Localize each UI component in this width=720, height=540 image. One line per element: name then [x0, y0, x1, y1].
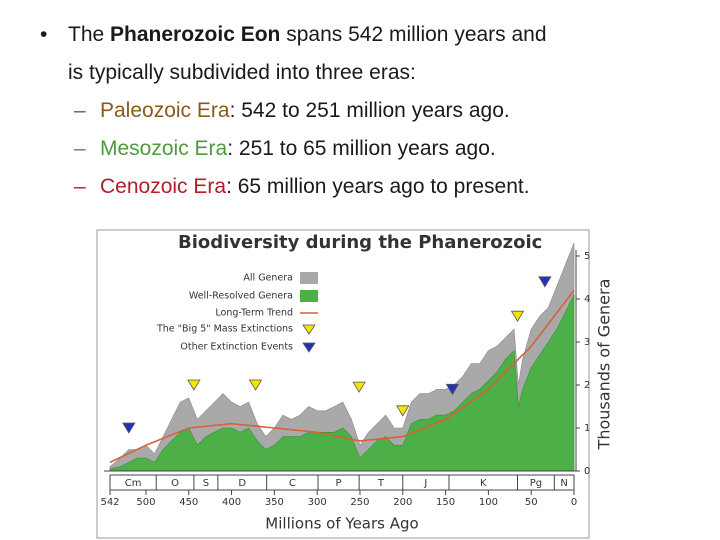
legend-label: Long-Term Trend: [215, 308, 293, 319]
legend-swatch: [302, 342, 316, 353]
y-tick-label: 2: [584, 380, 590, 391]
era-text: : 65 million years ago to present.: [226, 175, 530, 198]
era-marker: –: [74, 137, 86, 160]
text: is typically subdivided into three eras:: [68, 61, 416, 84]
y-tick-label: 1: [584, 423, 590, 434]
x-tick-label: 542: [100, 497, 119, 508]
period-label: T: [377, 478, 385, 489]
text: The: [68, 23, 111, 46]
x-axis-label: Millions of Years Ago: [265, 515, 418, 533]
era-name: Mesozoic Era: [100, 137, 228, 160]
text: spans 542 million years and: [280, 23, 547, 46]
legend-label: Well-Resolved Genera: [189, 291, 293, 302]
era-name: Paleozoic Era: [100, 99, 230, 122]
period-label: J: [423, 478, 427, 489]
era-text: : 542 to 251 million years ago.: [229, 99, 510, 122]
legend-swatch: [300, 290, 318, 302]
legend-label: All Genera: [243, 273, 293, 284]
extinction-marker: [122, 422, 136, 434]
extinction-marker: [445, 383, 460, 396]
extinction-marker: [187, 379, 201, 391]
legend-label: Other Extinction Events: [180, 342, 293, 353]
x-tick-label: 450: [179, 497, 198, 508]
x-tick-label: 50: [525, 497, 538, 508]
x-tick-label: 300: [308, 497, 327, 508]
period-label: P: [336, 478, 342, 489]
period-band: [109, 474, 575, 491]
extinction-marker: [510, 310, 525, 322]
era-name: Cenozoic Era: [100, 175, 227, 198]
y-tick-label: 3: [584, 337, 590, 348]
period-label: C: [289, 478, 296, 489]
period-label: D: [238, 478, 246, 489]
chart-title: Biodiversity during the Phanerozoic: [178, 232, 542, 253]
trend-line: [109, 289, 575, 464]
extinction-marker: [538, 276, 552, 288]
period-label: Pg: [530, 478, 542, 489]
x-tick-label: 400: [222, 497, 241, 508]
legend-swatch: [302, 324, 316, 335]
y-tick-label: 4: [584, 294, 590, 305]
period-label: K: [480, 478, 487, 489]
y-tick-label: 0: [584, 466, 590, 477]
legend-swatch: [300, 272, 318, 284]
x-tick-label: 250: [350, 497, 369, 508]
x-tick-label: 100: [479, 497, 498, 508]
era-marker: –: [74, 175, 86, 198]
x-tick-label: 0: [571, 497, 577, 508]
legend-label: The "Big 5" Mass Extinctions: [156, 324, 293, 335]
x-tick-label: 350: [265, 497, 284, 508]
period-label: N: [560, 478, 567, 489]
y-axis-label: Thousands of Genera: [595, 279, 614, 451]
extinction-marker: [396, 405, 410, 417]
bullet-marker: •: [40, 23, 48, 46]
x-tick-label: 150: [436, 497, 455, 508]
era-marker: –: [74, 99, 86, 122]
period-label: S: [203, 478, 209, 489]
x-tick-label: 200: [393, 497, 412, 508]
x-tick-label: 500: [136, 497, 155, 508]
period-label: Cm: [125, 478, 142, 489]
y-tick-label: 5: [584, 251, 590, 262]
extinction-marker: [352, 381, 366, 393]
period-label: O: [171, 478, 179, 489]
bold-text: Phanerozoic Eon: [110, 23, 281, 46]
extinction-marker: [248, 379, 263, 391]
era-text: : 251 to 65 million years ago.: [227, 137, 496, 160]
